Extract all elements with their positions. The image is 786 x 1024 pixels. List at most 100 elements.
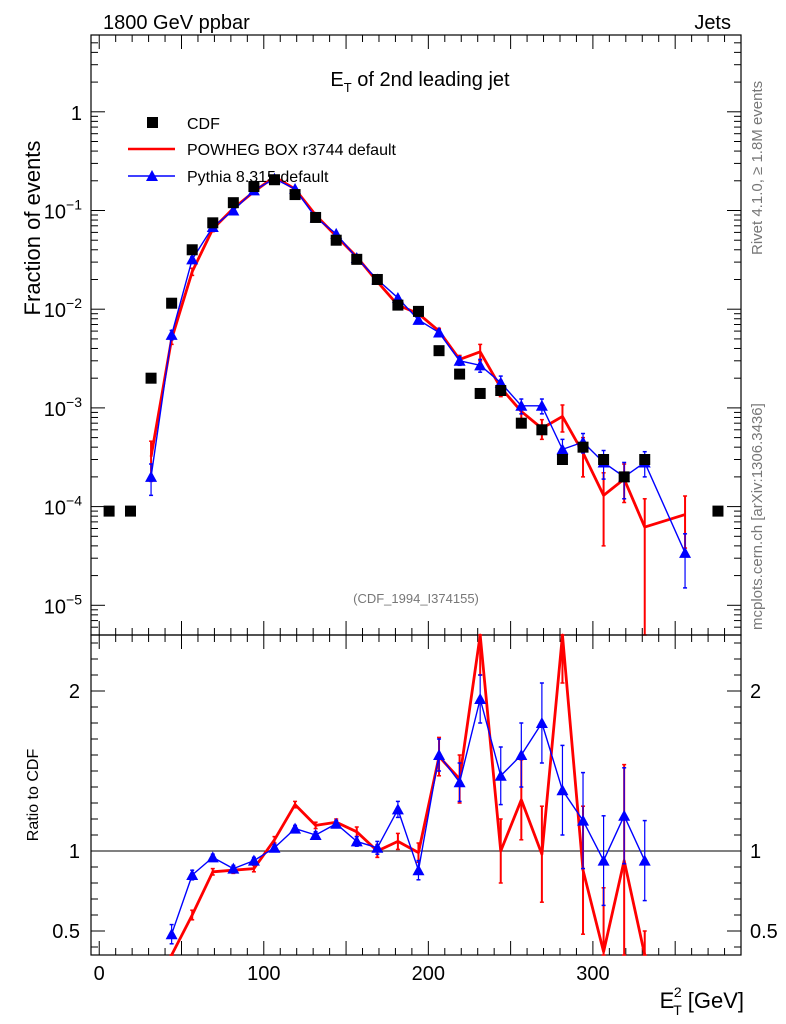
x-tick-label: 0: [94, 963, 105, 985]
ratio-pythia-point: [309, 829, 322, 840]
main-y-tick-label: 10−5: [44, 591, 82, 618]
legend-pythia-label: Pythia 8.315 default: [187, 169, 329, 186]
legend-cdf-marker: [147, 117, 158, 128]
analysis-watermark: (CDF_1994_I374155): [353, 591, 479, 606]
ratio-pythia-point: [371, 841, 384, 853]
pythia-point: [186, 253, 199, 265]
ratio-pythia-point: [206, 851, 219, 863]
ratio-pythia-point: [391, 803, 404, 815]
pythia-point: [679, 546, 692, 558]
ratio-y-tick-label: 0.5: [52, 921, 80, 943]
ratio-pythia-point: [618, 809, 631, 821]
ratio-y-tick-label: 1: [69, 841, 80, 863]
cdf-point: [330, 234, 342, 246]
x-tick-label: 300: [576, 963, 609, 985]
cdf-point: [186, 244, 198, 256]
ratio-plot-panel: Ratio to CDF 0.5 0.5 1 1 2 2 0 100 200 300 ET2 [G…: [25, 633, 778, 1018]
legend: CDF POWHEG BOX r3744 default Pythia 8.31…: [128, 116, 397, 186]
main-y-tick-label: 10−3: [44, 394, 82, 421]
side-label-bottom: mcplots.cern.ch [arXiv:1306.3436]: [749, 403, 766, 630]
ratio-y-tick-label-right: 1: [750, 841, 761, 863]
ratio-pythia-point: [165, 928, 178, 940]
cdf-point: [433, 345, 445, 357]
ratio-y-tick-label-right: 2: [750, 681, 761, 703]
cdf-point: [207, 217, 219, 229]
cdf-point: [454, 368, 466, 380]
ratio-pythia-point: [412, 864, 425, 876]
pythia-point: [145, 470, 158, 482]
ratio-pythia-point: [268, 841, 281, 853]
cdf-point: [227, 197, 239, 209]
ratio-pythia-line: [170, 698, 646, 935]
x-tick-label: 200: [412, 963, 445, 985]
pythia-point: [535, 399, 548, 411]
cdf-point: [103, 505, 115, 517]
cdf-point: [145, 372, 157, 384]
pythia-point: [412, 313, 425, 325]
ratio-pythia-point: [227, 862, 240, 874]
cdf-point: [598, 454, 610, 466]
cdf-point: [495, 385, 507, 397]
side-label-top: Rivet 4.1.0, ≥ 1.8M events: [749, 81, 766, 255]
x-axis-label: ET2 [GeV]: [660, 984, 744, 1018]
ratio-pythia-point: [330, 817, 343, 829]
main-plot-panel: ET of 2nd leading jet Fraction of events…: [20, 34, 742, 636]
cdf-point: [474, 387, 486, 399]
ratio-pythia-point: [474, 693, 487, 704]
ratio-pythia-point: [597, 854, 610, 866]
ratio-pythia-point: [186, 869, 199, 880]
ratio-powheg-line: [170, 633, 647, 956]
cdf-point: [556, 454, 568, 466]
pythia-point: [165, 328, 178, 340]
pythia-point: [494, 376, 507, 388]
ratio-pythia-point: [350, 835, 363, 847]
ratio-pythia-point: [638, 854, 651, 866]
pythia-point: [453, 354, 466, 366]
cdf-point: [268, 174, 280, 186]
header-right: Jets: [694, 12, 731, 34]
pythia-point: [556, 443, 569, 455]
pythia-line: [150, 177, 686, 554]
main-y-tick-label: 10−1: [44, 196, 82, 223]
pythia-point: [227, 204, 240, 216]
main-y-tick-label: 10−2: [44, 295, 82, 322]
x-tick-label: 100: [247, 963, 280, 985]
ratio-pythia-point: [247, 854, 260, 866]
cdf-point: [515, 417, 527, 429]
cdf-point: [371, 273, 383, 285]
ratio-pythia-point: [494, 769, 507, 781]
cdf-point: [639, 454, 651, 466]
main-y-tick-label: 10−4: [44, 493, 82, 520]
cdf-point: [577, 441, 589, 453]
pythia-point: [474, 359, 487, 371]
cdf-point: [289, 189, 301, 201]
cdf-point: [124, 505, 136, 517]
ratio-y-tick-label: 2: [69, 681, 80, 703]
header-left: 1800 GeV ppbar: [103, 12, 250, 34]
ratio-pythia-point: [556, 784, 569, 796]
ratio-pythia-point: [453, 776, 466, 788]
main-title: ET of 2nd leading jet: [330, 69, 510, 95]
cdf-point: [712, 505, 724, 517]
ratio-y-axis-label: Ratio to CDF: [25, 749, 42, 842]
cdf-point: [392, 299, 404, 311]
ratio-pythia-point: [535, 717, 548, 728]
cdf-point: [351, 253, 363, 265]
ratio-y-tick-label-right: 0.5: [750, 921, 778, 943]
cdf-point: [248, 181, 260, 193]
ratio-pythia-point: [515, 749, 528, 760]
main-y-tick-label: 1: [71, 103, 82, 125]
cdf-point: [310, 211, 322, 223]
cdf-point: [618, 471, 630, 483]
pythia-point: [515, 399, 528, 411]
legend-powheg-label: POWHEG BOX r3744 default: [187, 142, 397, 159]
ratio-plot-frame: [90, 634, 742, 956]
cdf-point: [412, 305, 424, 317]
legend-cdf-label: CDF: [187, 116, 220, 133]
ratio-pythia-point: [289, 822, 302, 834]
cdf-point: [166, 297, 178, 309]
cdf-point: [536, 424, 548, 436]
ratio-pythia-point: [433, 749, 446, 760]
pythia-point: [433, 326, 446, 338]
